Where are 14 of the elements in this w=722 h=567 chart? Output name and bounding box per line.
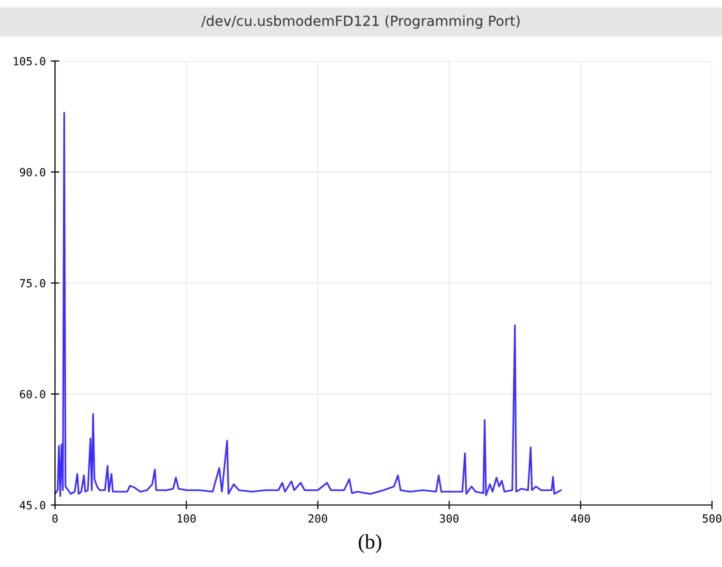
- chart-title: /dev/cu.usbmodemFD121 (Programming Port): [201, 15, 520, 29]
- x-tick-label: 200: [308, 514, 328, 523]
- x-tick-label: 100: [178, 514, 196, 523]
- x-tick-label: 500: [702, 514, 722, 523]
- y-tick-label: 75.0: [20, 279, 46, 288]
- x-tick-label: 400: [571, 514, 590, 523]
- x-tick-label: 300: [440, 514, 459, 523]
- y-tick-label: 90.0: [20, 168, 46, 176]
- text: (b): [358, 534, 382, 553]
- x-tick-label: 0: [52, 514, 58, 523]
- line-series: [55, 112, 562, 497]
- y-tick-label: 60.0: [20, 390, 46, 398]
- y-tick-label: 105.0: [14, 57, 46, 66]
- y-tick-label: 45.0: [20, 501, 46, 510]
